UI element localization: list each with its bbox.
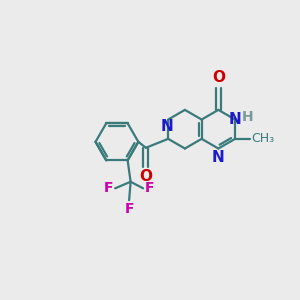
Text: O: O: [212, 70, 225, 85]
Text: F: F: [104, 181, 114, 195]
Text: F: F: [145, 181, 154, 195]
Text: F: F: [124, 202, 134, 216]
Text: O: O: [140, 169, 152, 184]
Text: N: N: [160, 119, 173, 134]
Text: N: N: [212, 150, 225, 165]
Text: H: H: [242, 110, 254, 124]
Text: CH₃: CH₃: [251, 132, 274, 146]
Text: N: N: [229, 112, 242, 127]
